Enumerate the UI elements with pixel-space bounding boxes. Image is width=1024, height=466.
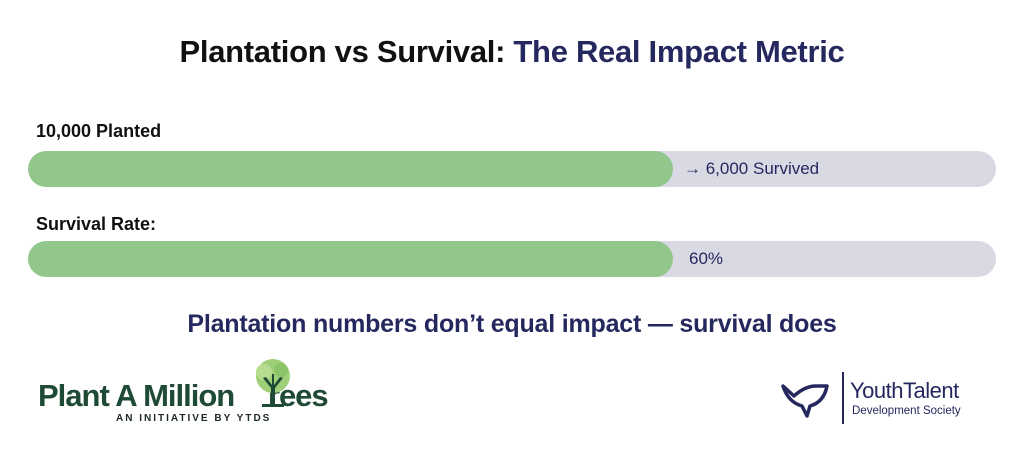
title-main: Plantation vs Survival: — [179, 34, 506, 69]
logo-ytds-name: YouthTalent — [850, 378, 959, 403]
title-accent: The Real Impact Metric — [513, 34, 845, 69]
chart-title: Plantation vs Survival: The Real Impact … — [0, 34, 1024, 70]
bar-value-survived: → 6,000 Survived — [684, 159, 820, 178]
bar-track-survival-rate: 60% — [28, 241, 996, 277]
bar-fill-survival-rate — [28, 241, 673, 277]
ytds-mark-icon — [781, 384, 829, 418]
tree-icon — [256, 359, 290, 407]
logo-pamt-name-part1: Plant A Million — [38, 378, 242, 413]
bar-label-survival-rate: Survival Rate: — [36, 214, 157, 234]
logo-pamt-name: Plant A Million rees — [38, 378, 329, 414]
bar-fill-planted — [28, 151, 673, 187]
bar-value-rate: 60% — [689, 249, 724, 268]
logo-plant-a-million-trees: Plant A Million rees AN INITIATIVE BY YT… — [38, 359, 338, 430]
logo-ytds-subtitle: Development Society — [852, 405, 961, 417]
logo-youth-talent: YouthTalent Development Society — [780, 372, 1010, 427]
logo-divider — [842, 372, 844, 424]
logo-pamt-subtitle: AN INITIATIVE BY YTDS — [116, 413, 272, 424]
tagline: Plantation numbers don’t equal impact — … — [187, 310, 837, 338]
bar-track-planted: → 6,000 Survived — [28, 151, 996, 187]
bar-label-planted: 10,000 Planted — [36, 121, 162, 141]
